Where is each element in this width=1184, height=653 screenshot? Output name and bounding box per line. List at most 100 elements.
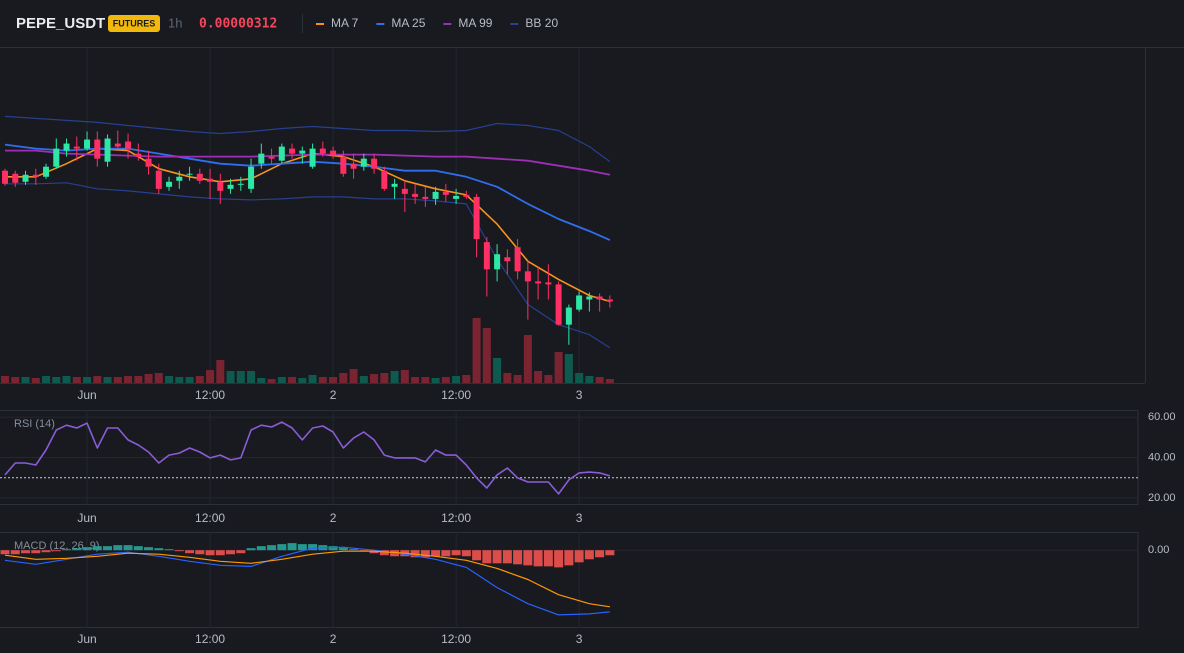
legend-label: MA 99 (458, 16, 492, 30)
volume-bar (308, 375, 317, 383)
volume-bar (380, 373, 389, 383)
candle-body (555, 284, 562, 325)
candle-body (114, 143, 121, 147)
histogram-bar (10, 550, 20, 555)
candle-body (340, 156, 347, 174)
volume-bar (185, 377, 194, 383)
x-tick-label: 3 (576, 632, 583, 646)
volume-bar (298, 378, 307, 383)
candle-body (22, 174, 29, 182)
volume-bar (503, 373, 512, 383)
indicator-title: RSI (14) (14, 418, 55, 430)
badge-bg (108, 15, 160, 32)
x-tick-label: Jun (77, 632, 96, 646)
x-tick-label: 12:00 (441, 511, 471, 525)
volume-bar (288, 377, 297, 383)
histogram-bar (564, 550, 574, 566)
candle-body (268, 156, 275, 159)
x-tick-label: 12:00 (195, 632, 225, 646)
histogram-bar (349, 549, 359, 551)
histogram-bar (246, 548, 256, 551)
volume-bar (493, 358, 502, 383)
candle-body (565, 307, 572, 325)
volume-bar (441, 377, 450, 383)
candle-body (32, 174, 39, 177)
volume-bar (52, 377, 61, 383)
histogram-bar (338, 547, 348, 551)
volume-bar (93, 376, 102, 383)
volume-bar (83, 377, 92, 383)
x-tick-label: 2 (330, 632, 337, 646)
candle-body (73, 146, 80, 149)
candle-body (483, 242, 490, 270)
volume-bar (421, 377, 430, 383)
candle-body (576, 295, 583, 310)
bollinger-lower (5, 182, 611, 349)
histogram-bar (277, 544, 287, 551)
candle-body (381, 170, 388, 189)
histogram-bar (256, 546, 266, 551)
volume-bar (206, 370, 215, 383)
candle-body (155, 170, 162, 189)
candle-body (371, 158, 378, 169)
histogram-bar (328, 546, 338, 551)
volume-bar (236, 371, 245, 383)
volume-bar (134, 376, 143, 383)
badge: FUTURES (113, 18, 156, 28)
candle-body (237, 183, 244, 185)
histogram-bar (144, 547, 154, 551)
histogram-bar (482, 550, 492, 564)
volume-bar (329, 377, 338, 383)
y-tick-label: 20.00 (1148, 492, 1176, 504)
candle-body (422, 196, 429, 199)
volume-bar (482, 328, 491, 383)
candle-body (360, 158, 367, 167)
histogram-bar (164, 549, 174, 551)
histogram-bar (133, 546, 143, 551)
interval[interactable]: 1h (168, 15, 182, 30)
volume-bar (564, 354, 573, 383)
volume-bar (349, 369, 358, 383)
histogram-bar (0, 550, 10, 555)
candle-body (135, 153, 142, 157)
histogram-bar (502, 550, 512, 564)
histogram-bar (31, 550, 41, 554)
x-tick-label: 12:00 (195, 511, 225, 525)
signal-line (4, 550, 610, 608)
candle-body (104, 138, 111, 162)
histogram-bar (62, 549, 72, 551)
histogram-bar (185, 550, 195, 554)
histogram-bar (472, 550, 482, 561)
candle-body (125, 141, 132, 149)
legend-label: MA 7 (331, 16, 359, 30)
candle-body (84, 139, 91, 149)
x-tick-label: 12:00 (441, 632, 471, 646)
histogram-bar (195, 550, 205, 555)
candle-body (596, 296, 603, 300)
histogram-bar (72, 548, 82, 551)
candle-body (53, 148, 60, 167)
histogram-bar (123, 545, 133, 551)
candle-body (309, 148, 316, 167)
y-tick-label: 40.00 (1148, 451, 1176, 463)
candle-body (207, 178, 214, 182)
volume-bar (359, 376, 368, 383)
histogram-bar (287, 543, 297, 551)
x-tick-label: 12:00 (441, 388, 471, 402)
volume-bar (534, 371, 543, 383)
histogram-bar (267, 545, 277, 551)
histogram-bar (236, 550, 246, 554)
x-tick-label: 12:00 (195, 388, 225, 402)
histogram-bar (554, 550, 564, 568)
candle-body (391, 183, 398, 187)
volume-bar (1, 376, 10, 383)
candle-body (494, 254, 501, 270)
candle-body (473, 196, 480, 240)
volume-bar (595, 377, 604, 383)
volume-bar (544, 375, 553, 383)
histogram-bar (605, 550, 615, 556)
symbol[interactable]: PEPE_USDT (16, 15, 105, 32)
histogram-bar (574, 550, 584, 563)
